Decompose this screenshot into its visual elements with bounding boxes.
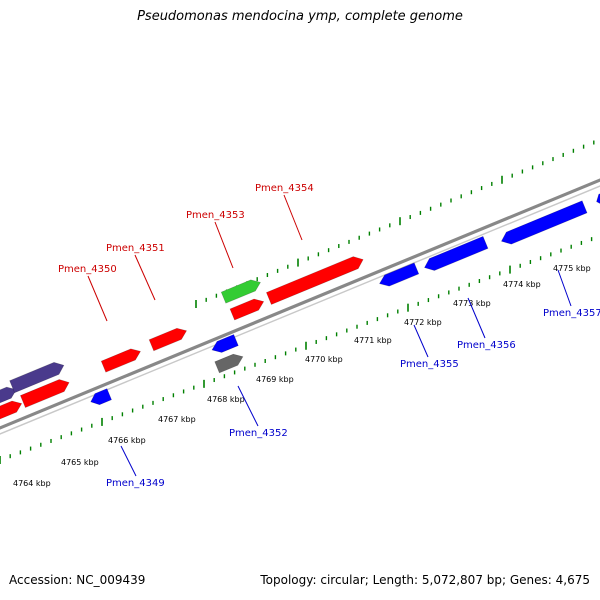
ruler-label: 4765 kbp (61, 458, 99, 467)
ruler-label: 4775 kbp (553, 264, 591, 273)
leader-line (87, 275, 108, 322)
gene-arrow (100, 348, 141, 373)
gene-arrow (596, 190, 600, 206)
gene-label: Pmen_4351 (106, 243, 165, 254)
gene-label: Pmen_4353 (186, 210, 245, 221)
leader-line (413, 324, 429, 358)
gene-arrow (229, 298, 265, 321)
leader-line (283, 194, 303, 241)
gene-arrow (211, 334, 239, 353)
gene-arrow (90, 388, 112, 406)
gene-arrow (148, 327, 188, 352)
leader-line (557, 269, 572, 307)
gene-arrow (424, 235, 489, 271)
map-title: Pseudomonas mendocina ymp, complete geno… (137, 9, 463, 24)
backbone-inner-line (0, 185, 600, 435)
gene-arrow (214, 353, 244, 374)
gene-arrow (500, 200, 588, 245)
gene-arrow (379, 262, 420, 287)
leader-line (214, 221, 234, 269)
ruler-label: 4769 kbp (256, 375, 294, 384)
gene-label: Pmen_4357 (543, 308, 600, 319)
ruler-label: 4768 kbp (207, 395, 245, 404)
ruler-outer-ticks (195, 140, 595, 308)
ruler-label: 4767 kbp (158, 415, 196, 424)
accession-text: Accession: NC_009439 (9, 573, 146, 587)
ruler-inner-ticks (0, 237, 593, 464)
leader-line (467, 297, 486, 339)
gene-label: Pmen_4355 (400, 359, 459, 370)
leader-line (134, 254, 156, 301)
ruler-label: 4764 kbp (13, 479, 51, 488)
gene-arrow (9, 362, 65, 394)
backbone-outer-line (0, 178, 600, 430)
gene-arrow (0, 400, 23, 423)
gene-label: Pmen_4349 (106, 478, 165, 489)
leader-line (120, 445, 137, 477)
gene-arrow (20, 379, 70, 408)
gene-label: Pmen_4350 (58, 264, 117, 275)
gene-arrow (220, 279, 261, 304)
ruler-label: 4774 kbp (503, 280, 541, 289)
ruler-label: 4772 kbp (404, 318, 442, 327)
ruler-label: 4770 kbp (305, 355, 343, 364)
ruler-label: 4773 kbp (453, 299, 491, 308)
gene-label: Pmen_4356 (457, 340, 516, 351)
leader-line (237, 385, 259, 427)
gene-arrow (0, 386, 17, 413)
gene-label: Pmen_4354 (255, 183, 314, 194)
gene-label: Pmen_4352 (229, 428, 288, 439)
ruler-label: 4771 kbp (354, 336, 392, 345)
gene-arrow (265, 256, 364, 305)
genome-stats-text: Topology: circular; Length: 5,072,807 bp… (260, 573, 590, 587)
ruler-label: 4766 kbp (108, 436, 146, 445)
